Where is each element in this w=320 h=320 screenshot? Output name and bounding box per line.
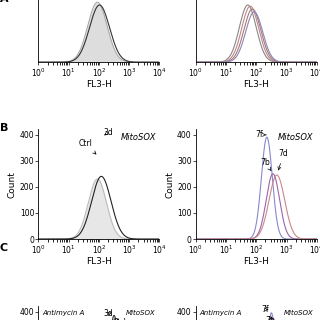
Text: A: A bbox=[0, 0, 9, 4]
Text: MitoSOX: MitoSOX bbox=[278, 133, 313, 142]
X-axis label: FL3-H: FL3-H bbox=[243, 80, 269, 89]
Y-axis label: Count: Count bbox=[8, 171, 17, 198]
Text: 7b: 7b bbox=[260, 158, 271, 171]
Text: C: C bbox=[0, 243, 8, 253]
Text: 3d: 3d bbox=[103, 128, 113, 137]
Text: Antimycin A: Antimycin A bbox=[199, 309, 242, 316]
Text: MitoSOX: MitoSOX bbox=[126, 309, 156, 316]
X-axis label: FL3-H: FL3-H bbox=[243, 257, 269, 266]
Text: B: B bbox=[0, 123, 8, 133]
Text: Ctrl: Ctrl bbox=[113, 318, 126, 320]
X-axis label: FL3-H: FL3-H bbox=[86, 80, 112, 89]
Text: 7f: 7f bbox=[261, 305, 268, 314]
Text: 3d: 3d bbox=[103, 309, 113, 318]
Text: Antimycin A: Antimycin A bbox=[42, 309, 84, 316]
Text: 7b: 7b bbox=[266, 316, 276, 320]
Text: Ctrl: Ctrl bbox=[78, 139, 96, 154]
Text: MitoSOX: MitoSOX bbox=[284, 309, 313, 316]
Y-axis label: Count: Count bbox=[165, 171, 174, 198]
X-axis label: FL3-H: FL3-H bbox=[86, 257, 112, 266]
Text: MitoSOX: MitoSOX bbox=[120, 133, 156, 142]
Text: 7f: 7f bbox=[255, 130, 266, 139]
Text: 7d: 7d bbox=[278, 149, 288, 170]
